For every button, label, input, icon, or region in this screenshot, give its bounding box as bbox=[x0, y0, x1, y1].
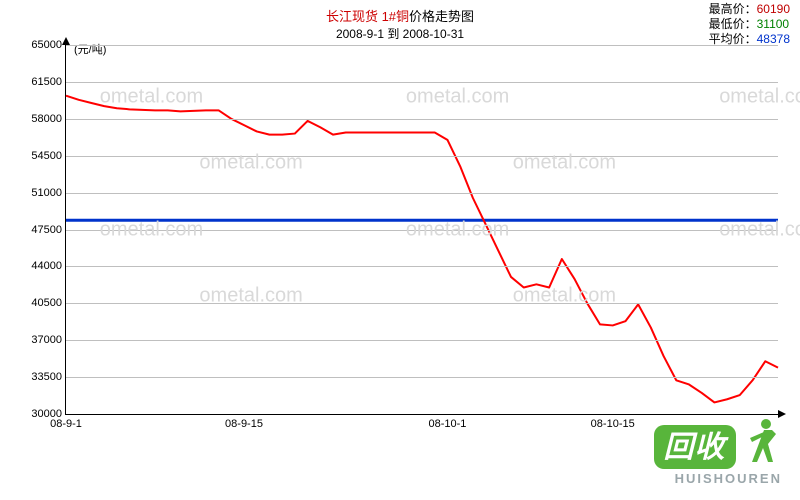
gridline-h bbox=[66, 266, 778, 267]
y-tick-label: 40500 bbox=[31, 297, 66, 309]
x-tick-label: 08-10-1 bbox=[428, 414, 466, 430]
stat-low: 最低价：31100 bbox=[709, 17, 790, 32]
gridline-h bbox=[66, 193, 778, 194]
x-tick-label: 08-9-15 bbox=[225, 414, 263, 430]
gridline-h bbox=[66, 340, 778, 341]
gridline-h bbox=[66, 377, 778, 378]
stat-low-value: 31100 bbox=[757, 17, 789, 31]
y-tick-label: 33500 bbox=[31, 371, 66, 383]
stat-high-value: 60190 bbox=[757, 2, 790, 16]
chart-container: 长江现货 1#铜价格走势图 2008-9-1 到 2008-10-31 最高价：… bbox=[0, 0, 800, 500]
stat-high: 最高价：60190 bbox=[709, 2, 790, 17]
y-tick-label: 65000 bbox=[31, 39, 66, 51]
stats-panel: 最高价：60190 最低价：31100 平均价：48378 bbox=[709, 2, 790, 47]
y-tick-label: 44000 bbox=[31, 260, 66, 272]
site-logo: 回收 HUISHOUREN bbox=[654, 416, 782, 486]
y-tick-label: 47500 bbox=[31, 224, 66, 236]
gridline-h bbox=[66, 303, 778, 304]
y-tick-label: 58000 bbox=[31, 113, 66, 125]
plot-area: (元/吨) 3000033500370004050044000475005100… bbox=[65, 45, 778, 415]
y-tick-label: 61500 bbox=[31, 76, 66, 88]
title-prefix: 长江现货 1#铜 bbox=[326, 9, 409, 24]
logo-sub-text: HUISHOUREN bbox=[654, 471, 782, 486]
stat-avg-value: 48378 bbox=[757, 32, 790, 46]
gridline-h bbox=[66, 119, 778, 120]
x-tick-label: 08-9-1 bbox=[50, 414, 82, 430]
y-tick-label: 51000 bbox=[31, 187, 66, 199]
gridline-h bbox=[66, 230, 778, 231]
gridline-h bbox=[66, 156, 778, 157]
logo-badge: 回收 bbox=[654, 425, 736, 469]
x-tick-label: 08-10-15 bbox=[591, 414, 635, 430]
chart-subtitle: 2008-9-1 到 2008-10-31 bbox=[0, 25, 800, 42]
price-line bbox=[66, 96, 778, 403]
y-tick-label: 37000 bbox=[31, 334, 66, 346]
person-icon bbox=[746, 416, 782, 469]
title-suffix: 价格走势图 bbox=[409, 9, 474, 24]
gridline-h bbox=[66, 82, 778, 83]
logo-cn-text: 回收 bbox=[664, 431, 726, 464]
title-block: 长江现货 1#铜价格走势图 2008-9-1 到 2008-10-31 bbox=[0, 6, 800, 42]
y-tick-label: 54500 bbox=[31, 150, 66, 162]
gridline-h bbox=[66, 45, 778, 46]
chart-title: 长江现货 1#铜价格走势图 bbox=[0, 6, 800, 25]
